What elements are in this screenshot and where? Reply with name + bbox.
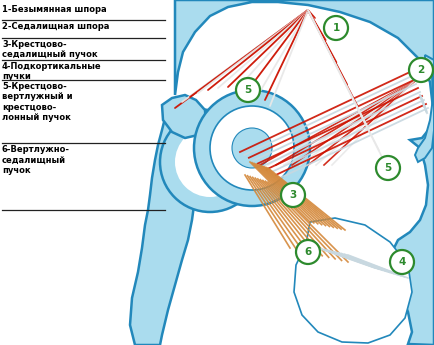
Polygon shape [294,218,412,343]
Circle shape [160,112,260,212]
Circle shape [210,106,294,190]
Text: 1: 1 [332,23,340,33]
Polygon shape [175,0,434,345]
Circle shape [175,127,245,197]
Circle shape [409,58,433,82]
Polygon shape [415,55,434,162]
Text: 5-Крестцово-
вертлужный и
крестцово-
лонный пучок: 5-Крестцово- вертлужный и крестцово- лон… [2,82,72,122]
Text: 2-Седалищная шпора: 2-Седалищная шпора [2,22,109,31]
Polygon shape [162,95,206,138]
Text: 1-Безымянная шпора: 1-Безымянная шпора [2,5,107,14]
Circle shape [236,78,260,102]
Circle shape [281,183,305,207]
Text: 5: 5 [244,85,252,95]
Text: 3: 3 [289,190,296,200]
Text: 4-Подкортикальные
пучки: 4-Подкортикальные пучки [2,62,102,81]
Text: 4: 4 [398,257,406,267]
Circle shape [194,90,310,206]
Circle shape [232,128,272,168]
Circle shape [376,156,400,180]
Polygon shape [130,108,220,345]
Text: 5: 5 [385,163,391,173]
Text: 2: 2 [418,65,424,75]
Circle shape [324,16,348,40]
Text: 3-Крестцово-
седалищный пучок: 3-Крестцово- седалищный пучок [2,40,98,59]
Text: 6-Вертлужно-
седалищный
пучок: 6-Вертлужно- седалищный пучок [2,145,70,175]
Circle shape [390,250,414,274]
Circle shape [296,240,320,264]
Text: 6: 6 [304,247,312,257]
